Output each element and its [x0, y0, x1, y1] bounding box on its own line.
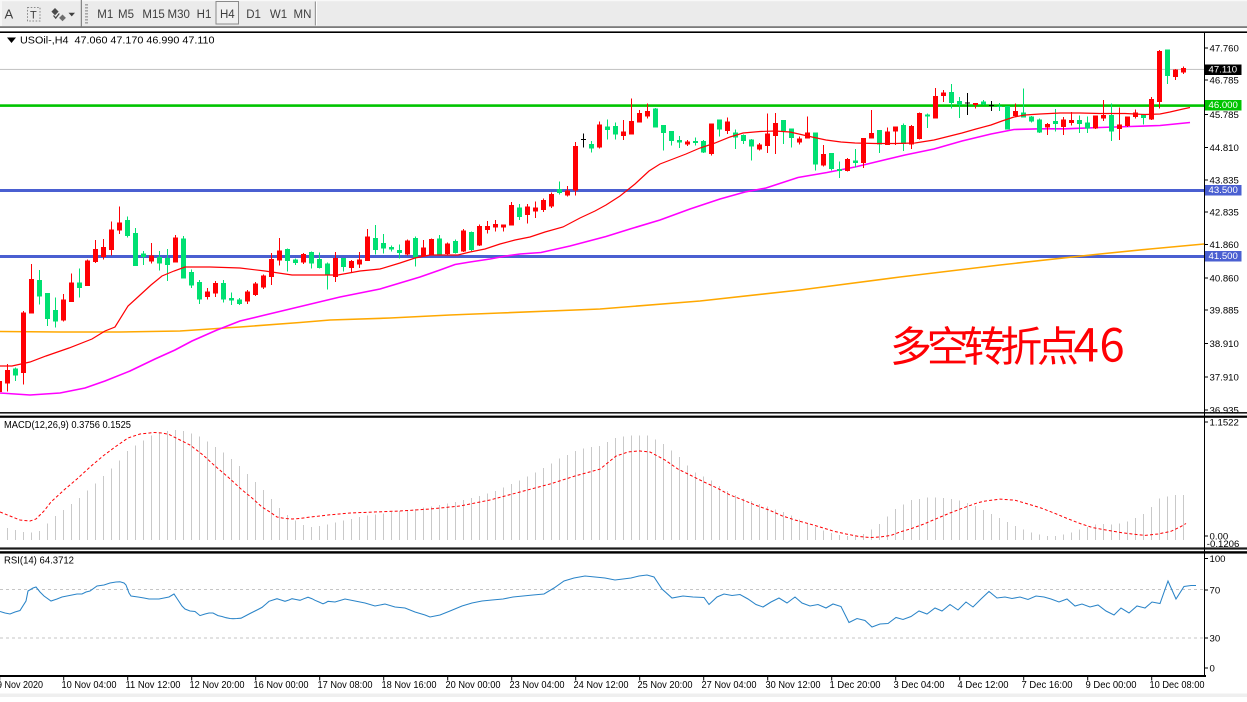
svg-text:100: 100 — [1210, 554, 1226, 565]
svg-text:10 Nov 04:00: 10 Nov 04:00 — [62, 680, 117, 691]
svg-text:A: A — [5, 7, 14, 22]
svg-text:7 Dec 16:00: 7 Dec 16:00 — [1022, 680, 1073, 691]
svg-text:47.110: 47.110 — [1209, 65, 1238, 76]
svg-text:46.000: 46.000 — [1209, 100, 1238, 111]
svg-text:23 Nov 04:00: 23 Nov 04:00 — [510, 680, 565, 691]
svg-text:9 Dec 00:00: 9 Dec 00:00 — [1086, 680, 1137, 691]
svg-text:20 Nov 00:00: 20 Nov 00:00 — [446, 680, 501, 691]
svg-text:42.835: 42.835 — [1210, 208, 1239, 219]
svg-text:24 Nov 12:00: 24 Nov 12:00 — [574, 680, 629, 691]
svg-text:H1: H1 — [197, 9, 212, 21]
svg-text:4 Dec 12:00: 4 Dec 12:00 — [958, 680, 1009, 691]
svg-text:M30: M30 — [168, 9, 190, 21]
svg-text:39.885: 39.885 — [1210, 306, 1239, 317]
svg-text:10 Dec 08:00: 10 Dec 08:00 — [1150, 680, 1205, 691]
svg-text:9 Nov 2020: 9 Nov 2020 — [0, 680, 43, 691]
svg-text:17 Nov 08:00: 17 Nov 08:00 — [318, 680, 373, 691]
svg-text:30 Nov 12:00: 30 Nov 12:00 — [766, 680, 821, 691]
svg-text:18 Nov 16:00: 18 Nov 16:00 — [382, 680, 437, 691]
svg-text:37.910: 37.910 — [1210, 373, 1239, 384]
svg-text:38.910: 38.910 — [1210, 339, 1239, 350]
svg-text:12 Nov 20:00: 12 Nov 20:00 — [190, 680, 245, 691]
svg-text:46.785: 46.785 — [1210, 76, 1239, 87]
svg-text:41.500: 41.500 — [1209, 251, 1238, 262]
svg-text:25 Nov 20:00: 25 Nov 20:00 — [638, 680, 693, 691]
svg-text:1 Dec 20:00: 1 Dec 20:00 — [830, 680, 881, 691]
svg-text:MN: MN — [294, 9, 312, 21]
svg-text:0: 0 — [1210, 664, 1215, 675]
svg-text:T: T — [30, 10, 37, 22]
svg-text:1.1522: 1.1522 — [1210, 418, 1239, 429]
svg-text:30: 30 — [1210, 634, 1221, 645]
svg-text:MACD(12,26,9) 0.3756 0.1525: MACD(12,26,9) 0.3756 0.1525 — [4, 420, 131, 431]
svg-text:40.860: 40.860 — [1210, 274, 1239, 285]
svg-text:M15: M15 — [142, 9, 164, 21]
svg-text:45.785: 45.785 — [1210, 110, 1239, 121]
svg-text:W1: W1 — [270, 9, 287, 21]
svg-text:3 Dec 04:00: 3 Dec 04:00 — [894, 680, 945, 691]
svg-text:27 Nov 04:00: 27 Nov 04:00 — [702, 680, 757, 691]
svg-text:36.935: 36.935 — [1210, 406, 1239, 417]
svg-text:USOil-,H4 47.060 47.170 46.99: USOil-,H4 47.060 47.170 46.990 47.110 — [20, 36, 215, 47]
svg-text:M5: M5 — [118, 9, 134, 21]
svg-text:-0.1206: -0.1206 — [1207, 539, 1240, 550]
svg-text:D1: D1 — [246, 9, 261, 21]
svg-text:70: 70 — [1210, 586, 1221, 597]
svg-text:44.810: 44.810 — [1210, 143, 1239, 154]
svg-text:41.860: 41.860 — [1210, 240, 1239, 251]
svg-text:M1: M1 — [97, 9, 113, 21]
svg-text:RSI(14) 64.3712: RSI(14) 64.3712 — [4, 556, 74, 567]
svg-text:43.500: 43.500 — [1209, 185, 1238, 196]
svg-text:16 Nov 00:00: 16 Nov 00:00 — [254, 680, 309, 691]
svg-text:H4: H4 — [220, 9, 235, 21]
svg-text:11 Nov 12:00: 11 Nov 12:00 — [126, 680, 181, 691]
svg-text:47.760: 47.760 — [1210, 44, 1239, 55]
